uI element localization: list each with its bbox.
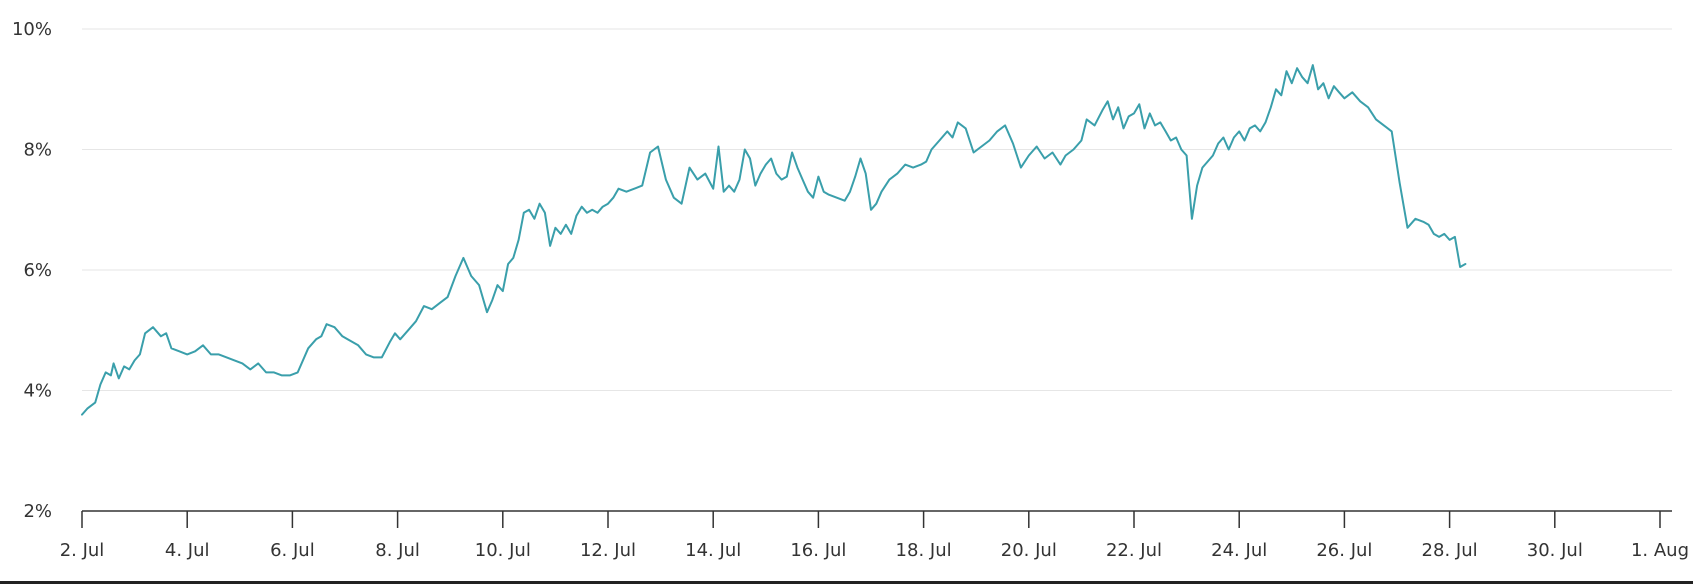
x-tick-label: 8. Jul <box>375 540 420 561</box>
x-tick-label: 22. Jul <box>1106 540 1162 561</box>
y-tick-label: 2% <box>23 501 52 522</box>
x-tick-label: 28. Jul <box>1422 540 1478 561</box>
x-tick-label: 24. Jul <box>1211 540 1267 561</box>
y-tick-label: 6% <box>23 260 52 281</box>
y-axis-ticks: 2% 4% 6% 8% 10% <box>12 19 52 522</box>
series-layer <box>81 64 1467 416</box>
x-tick-label: 12. Jul <box>580 540 636 561</box>
x-tick-label: 20. Jul <box>1001 540 1057 561</box>
x-tick-label: 16. Jul <box>790 540 846 561</box>
x-tick-label: 26. Jul <box>1316 540 1372 561</box>
x-tick-label: 18. Jul <box>896 540 952 561</box>
y-tick-label: 4% <box>23 381 52 402</box>
series-line <box>81 64 1467 416</box>
gridlines <box>82 28 1672 391</box>
x-tick-label: 14. Jul <box>685 540 741 561</box>
y-tick-label: 10% <box>12 19 52 40</box>
x-tick-label: 10. Jul <box>475 540 531 561</box>
x-tick-label: 2. Jul <box>60 540 105 561</box>
y-tick-label: 8% <box>23 140 52 161</box>
x-tick-label: 30. Jul <box>1527 540 1583 561</box>
x-axis: 2. Jul 4. Jul 6. Jul 8. Jul 10. Jul 12. Jul 14… <box>60 510 1689 561</box>
x-tick-label: 4. Jul <box>165 540 210 561</box>
x-tick-label: 6. Jul <box>270 540 315 561</box>
x-tick-label: 1. Aug <box>1631 540 1689 561</box>
bottom-border <box>0 581 1693 584</box>
